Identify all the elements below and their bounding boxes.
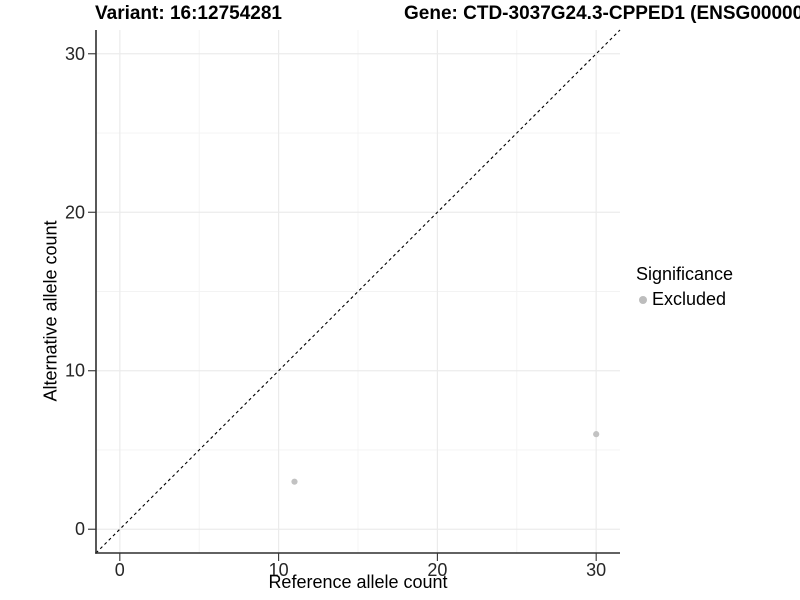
y-tick-label: 20	[65, 202, 85, 222]
y-axis-title: Alternative allele count	[40, 220, 61, 402]
gene-title: Gene: CTD-3037G24.3-CPPED1 (ENSG000002	[404, 3, 800, 24]
y-tick-label: 30	[65, 44, 85, 64]
legend-title: Significance	[636, 264, 734, 284]
x-axis-title: Reference allele count	[268, 572, 448, 592]
y-tick-label: 10	[65, 361, 85, 381]
excluded-marker-icon	[639, 295, 647, 304]
data-point	[291, 478, 298, 485]
legend-item-excluded: Excluded	[636, 289, 733, 310]
variant-title: Variant: 16:12754281	[95, 3, 282, 24]
x-tick-label: 0	[115, 560, 125, 580]
legend-item-label: Excluded	[652, 289, 727, 309]
y-tick-label: 0	[75, 519, 85, 539]
x-tick-label: 30	[586, 560, 606, 580]
x-tick-label: 20	[427, 560, 447, 580]
data-point	[593, 431, 600, 438]
legend: Significance Excluded	[636, 264, 733, 310]
x-tick-label: 10	[269, 560, 289, 580]
